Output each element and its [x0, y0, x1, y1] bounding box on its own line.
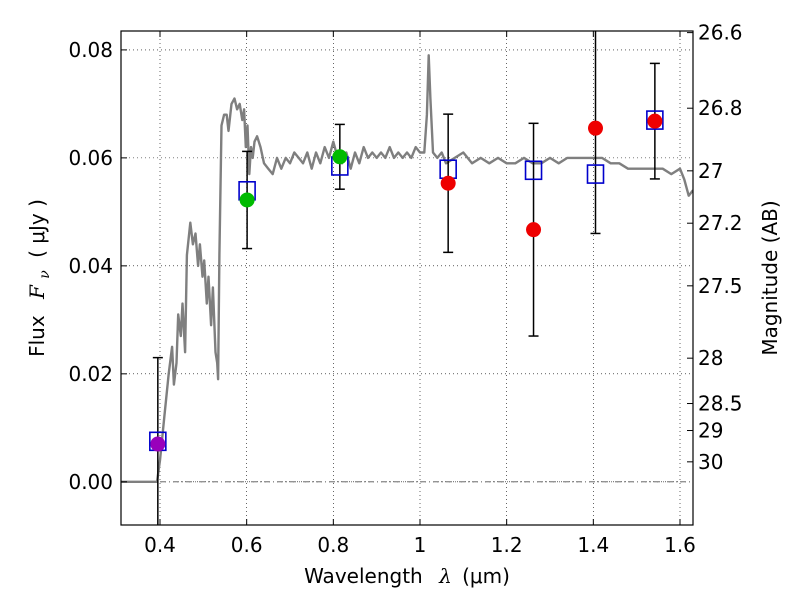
y2-tick-label: 26.6 — [698, 21, 743, 45]
y-tick-label: 0.06 — [68, 146, 113, 170]
plot-frame — [120, 30, 694, 526]
y-tick-label: 0.00 — [68, 470, 113, 494]
y-axis-subscript: ν — [37, 270, 53, 279]
x-tick-label: 1.4 — [577, 533, 609, 557]
observed-point — [526, 222, 542, 238]
x-tick-label: 1.6 — [664, 533, 696, 557]
x-axis-symbol: λ — [438, 564, 452, 588]
y-tick-label: 0.08 — [68, 38, 113, 62]
model-photometry-square — [646, 110, 664, 130]
x-axis-title: Wavelength λ (μm) — [304, 564, 510, 588]
y-tick-label: 0.02 — [68, 362, 113, 386]
x-tick-label: 0.6 — [231, 533, 263, 557]
x-axis-title-text: Wavelength — [304, 564, 423, 588]
y2-tick-label: 30 — [698, 450, 723, 474]
plot-area — [121, 31, 693, 525]
model-spectrum-line — [121, 54, 693, 483]
y2-tick-label: 27.5 — [698, 274, 743, 298]
axis-ticks: 0.4 0.6 0.8 1 1.2 1.4 1.6 0.00 0.02 0.04 0.06 0.08 2… — [68, 21, 742, 557]
y-tick-label: 0.04 — [68, 254, 113, 278]
y2-tick-label: 29 — [698, 419, 723, 443]
y-axis-unit: ( μJy ) — [25, 199, 49, 258]
y2-tick-label: 28 — [698, 346, 723, 370]
y2-axis-title: Magnitude (AB) — [758, 200, 782, 355]
grid — [121, 31, 693, 525]
observed-point — [588, 120, 603, 136]
y2-tick-label: 28.5 — [698, 392, 743, 416]
x-axis-unit: (μm) — [462, 564, 510, 588]
y2-tick-label: 26.8 — [698, 96, 743, 120]
y2-tick-label: 27 — [698, 159, 723, 183]
x-tick-label: 0.8 — [317, 533, 349, 557]
y-axis-title-text: Flux — [25, 315, 49, 357]
model-photometry-square — [524, 160, 543, 181]
y-axis-symbol: F — [25, 284, 49, 300]
observed-point — [332, 149, 348, 165]
model-photometry-square — [586, 164, 605, 184]
x-tick-label: 0.4 — [144, 533, 176, 557]
y-axis-title: Flux F ν ( μJy ) — [25, 199, 54, 357]
x-tick-label: 1 — [414, 533, 427, 557]
y2-tick-label: 27.2 — [698, 211, 743, 235]
observed-point — [440, 175, 456, 191]
observed-point — [150, 436, 166, 452]
observed-point — [647, 113, 663, 129]
x-tick-label: 1.2 — [491, 533, 523, 557]
observed-point — [239, 192, 255, 208]
